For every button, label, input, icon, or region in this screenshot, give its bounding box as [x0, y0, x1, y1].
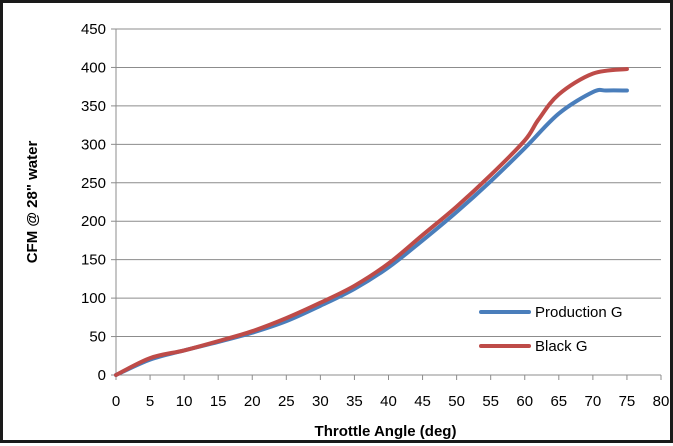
x-axis-title: Throttle Angle (deg)	[315, 423, 457, 440]
axes	[111, 28, 662, 380]
x-tick-label: 20	[244, 393, 261, 410]
x-tick-label: 45	[414, 393, 431, 410]
legend: Production G Black G	[479, 304, 623, 355]
y-tick-label: 0	[98, 367, 106, 384]
grid-lines	[116, 28, 661, 376]
y-tick-label: 300	[81, 136, 106, 153]
legend-label-black-g: Black G	[535, 338, 588, 355]
x-tick-label: 75	[619, 393, 636, 410]
x-tick-label: 30	[312, 393, 329, 410]
y-tick-label: 50	[89, 329, 106, 346]
legend-label-production-g: Production G	[535, 304, 623, 321]
y-tick-label: 450	[81, 21, 106, 38]
x-tick-label: 65	[550, 393, 567, 410]
x-tick-label: 55	[482, 393, 499, 410]
series-lines	[114, 66, 629, 377]
y-tick-label: 400	[81, 59, 106, 76]
y-tick-label: 100	[81, 290, 106, 307]
x-tick-label: 5	[146, 393, 154, 410]
line-chart: 0 50 100 150 200 250 300 350 400 450 0 5 10 15 20 25 30 3…	[24, 21, 669, 440]
y-tick-label: 250	[81, 175, 106, 192]
series-line-black-g	[114, 66, 629, 377]
y-axis-title: CFM @ 28" water	[24, 141, 41, 264]
y-tick-label: 350	[81, 98, 106, 115]
x-tick-label: 0	[112, 393, 120, 410]
y-tick-label: 200	[81, 213, 106, 230]
x-tick-label: 50	[448, 393, 465, 410]
x-tick-label: 35	[346, 393, 363, 410]
x-tick-label: 25	[278, 393, 295, 410]
y-tick-label: 150	[81, 252, 106, 269]
x-tick-label: 60	[516, 393, 533, 410]
x-tick-label: 70	[585, 393, 602, 410]
x-tick-label: 80	[653, 393, 670, 410]
series-line-production-g	[114, 87, 629, 377]
tick-labels: 0 50 100 150 200 250 300 350 400 450 0 5 10 15 20 25 30 3…	[81, 21, 669, 410]
x-tick-label: 40	[380, 393, 397, 410]
x-tick-label: 15	[210, 393, 227, 410]
x-tick-label: 10	[176, 393, 193, 410]
